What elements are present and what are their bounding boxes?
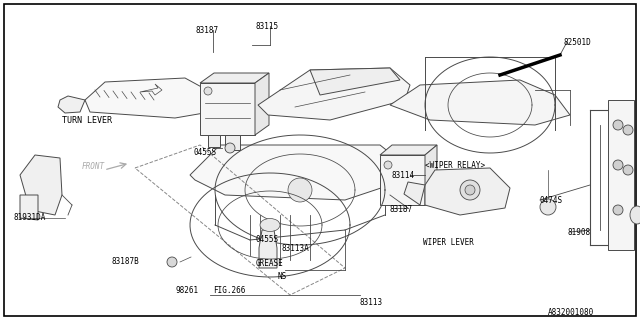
Polygon shape [390,80,570,125]
Polygon shape [58,96,85,113]
Polygon shape [200,83,255,135]
Text: <WIPER RELAY>: <WIPER RELAY> [425,161,485,170]
Text: 0474S: 0474S [540,196,563,205]
Polygon shape [380,145,437,155]
Polygon shape [380,155,425,205]
Circle shape [465,185,475,195]
Polygon shape [425,145,437,205]
Polygon shape [200,73,269,83]
Text: 0455S: 0455S [193,148,216,157]
Text: FIG.266: FIG.266 [213,286,245,295]
Text: 81908: 81908 [567,228,590,237]
Text: TURN LEVER: TURN LEVER [62,116,112,125]
Polygon shape [20,155,62,215]
Text: GREASE: GREASE [256,259,284,268]
Circle shape [623,165,633,175]
Circle shape [167,257,177,267]
Text: 0455S: 0455S [255,235,278,244]
Polygon shape [208,135,220,147]
Polygon shape [225,135,240,150]
Polygon shape [425,168,510,215]
Text: FRONT: FRONT [82,162,105,171]
Polygon shape [310,68,400,95]
Circle shape [204,87,212,95]
Text: 82501D: 82501D [563,38,591,47]
Ellipse shape [260,219,280,231]
Polygon shape [255,73,269,135]
Circle shape [460,180,480,200]
Circle shape [288,178,312,202]
Circle shape [540,199,556,215]
Text: NS: NS [278,272,287,281]
Circle shape [613,160,623,170]
Ellipse shape [630,206,640,224]
Text: 98261: 98261 [175,286,198,295]
Text: 83115: 83115 [255,22,278,31]
Circle shape [613,120,623,130]
Polygon shape [190,145,405,200]
Circle shape [613,205,623,215]
Polygon shape [20,195,38,220]
Text: 83187B: 83187B [112,257,140,266]
Text: 83113A: 83113A [282,244,310,253]
Text: 83187: 83187 [390,205,413,214]
Text: 81931DA: 81931DA [14,213,46,222]
Text: 83114: 83114 [392,171,415,180]
Circle shape [225,143,235,153]
Polygon shape [85,78,218,118]
Polygon shape [404,182,425,205]
Polygon shape [258,68,410,120]
Circle shape [623,125,633,135]
Text: 83187: 83187 [196,26,219,35]
Polygon shape [608,100,634,250]
Polygon shape [259,230,277,268]
Text: WIPER LEVER: WIPER LEVER [423,238,474,247]
Text: A832001080: A832001080 [548,308,595,317]
Text: 83113: 83113 [360,298,383,307]
Circle shape [384,161,392,169]
